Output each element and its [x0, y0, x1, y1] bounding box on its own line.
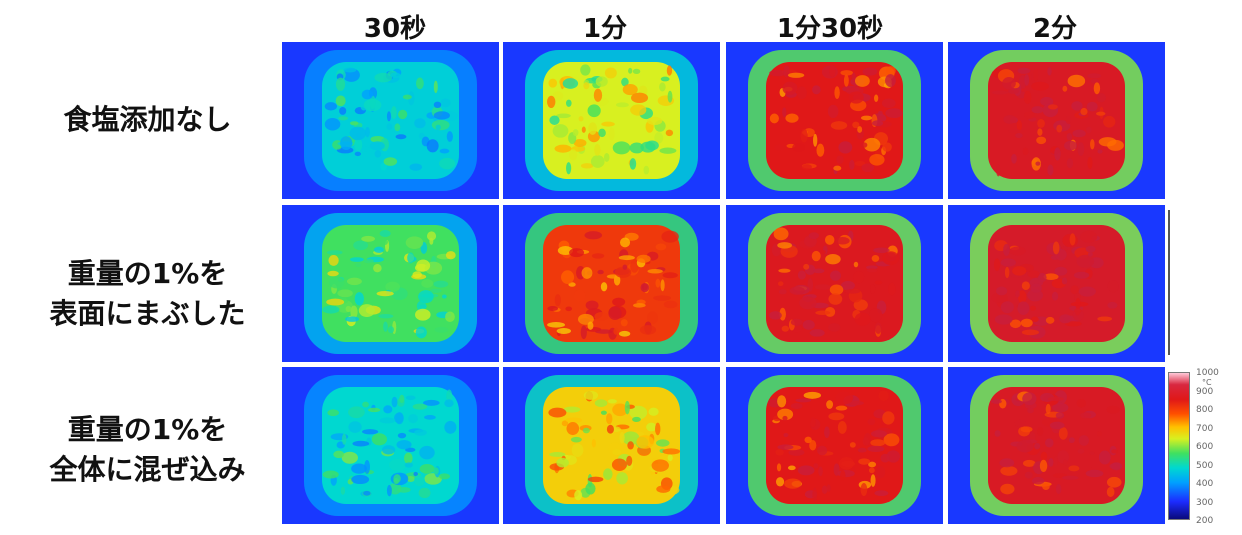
thermal-image — [726, 205, 943, 362]
scale-tick: 700 — [1196, 423, 1214, 434]
column-title-1min30s: 1分30秒 — [776, 14, 884, 44]
thermal-image — [948, 367, 1165, 524]
thermal-image — [726, 367, 943, 524]
thermal-image-svg — [503, 205, 720, 362]
row-label-line: 重量の1%を — [67, 413, 228, 446]
scale-unit-label: °C — [1202, 378, 1212, 387]
scale-tick: 400 — [1196, 479, 1214, 489]
scale-tick: 200 — [1196, 516, 1214, 526]
thermal-image-svg — [282, 42, 499, 199]
thermal-image — [948, 42, 1165, 199]
thermal-image-svg — [282, 367, 499, 524]
thermal-image-svg — [282, 205, 499, 362]
thermal-image-svg — [948, 42, 1165, 199]
temperature-color-scale — [1168, 372, 1190, 520]
thermal-image-svg — [726, 367, 943, 524]
row-label-line: 全体に混ぜ込み — [49, 453, 246, 486]
scale-tick: 800 — [1196, 405, 1214, 415]
scale-tick: 600 — [1196, 442, 1214, 452]
thermal-image — [282, 205, 499, 362]
thermal-image — [503, 42, 720, 199]
row-label-salt-surface: 重量の1%を 表面にまぶした — [20, 254, 275, 334]
scale-tick: 300 — [1196, 497, 1214, 508]
thermal-image-svg — [948, 367, 1165, 524]
thermal-image — [282, 42, 499, 199]
thermal-image-svg — [503, 42, 720, 199]
column-title-2min: 2分 — [1032, 14, 1078, 44]
row-label-line: 食塩添加なし — [63, 103, 232, 136]
row-label-no-salt: 食塩添加なし — [20, 100, 275, 140]
thermal-image-svg — [503, 367, 720, 524]
scale-tick: 900 — [1196, 386, 1214, 397]
row-label-line: 表面にまぶした — [49, 297, 246, 330]
thermal-image-svg — [948, 205, 1165, 362]
column-title-30s: 30秒 — [363, 14, 427, 44]
scale-divider — [1168, 210, 1170, 355]
scale-tick: 500 — [1196, 460, 1214, 471]
column-title-1min: 1分 — [582, 14, 628, 44]
row-label-line: 重量の1%を — [67, 257, 228, 290]
thermal-image-svg — [726, 205, 943, 362]
thermal-image — [726, 42, 943, 199]
thermal-image — [282, 367, 499, 524]
thermal-image — [503, 367, 720, 524]
scale-tick: 1000 — [1196, 368, 1219, 378]
row-label-salt-mixed: 重量の1%を 全体に混ぜ込み — [20, 410, 275, 490]
thermal-image-svg — [726, 42, 943, 199]
thermal-image — [948, 205, 1165, 362]
thermal-image — [503, 205, 720, 362]
